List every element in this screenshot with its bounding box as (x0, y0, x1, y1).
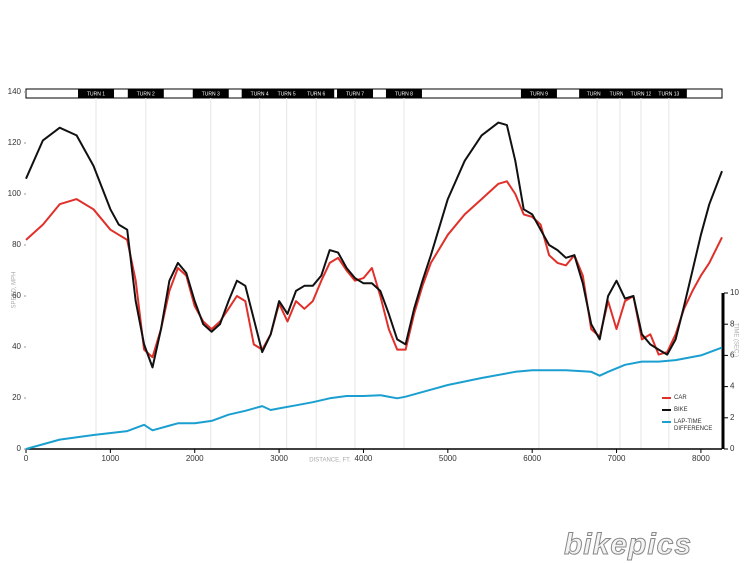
x-tick-label: 3000 (270, 454, 288, 463)
turn-label: TURN 12 (631, 91, 652, 97)
x-tick-label: 2000 (186, 454, 204, 463)
turn-box (337, 89, 374, 98)
turn-label: TURN 10 (587, 91, 608, 97)
line-series (25, 121, 723, 369)
turn-box (78, 89, 115, 98)
y-tick-label: 100 (8, 189, 22, 198)
legend-label: LAP-TIME DIFFERENCE (674, 418, 713, 432)
turn-box (241, 89, 278, 98)
turn-box (520, 89, 557, 98)
turn-label: TURN 13 (658, 91, 679, 97)
x-axis-label: DISTANCE, FT. (309, 458, 351, 464)
turn-label: TURN 11 (610, 91, 631, 97)
y-tick-label: 0 (17, 444, 22, 453)
x-tick-label: 8000 (692, 454, 710, 463)
turn-label: TURN 4 (251, 91, 269, 97)
turn-label: TURN 6 (307, 91, 325, 97)
y-axis-label: SPEED, MPH (12, 271, 18, 308)
x-tick-label: 1000 (101, 454, 119, 463)
x-tick-label: 4000 (355, 454, 373, 463)
turn-box (268, 89, 305, 98)
legend-label: BIKE (674, 406, 688, 413)
legend-label: CAR (674, 394, 687, 401)
y2-tick-label: 0 (730, 444, 735, 453)
y2-tick-label: 10 (730, 288, 739, 297)
y2-tick-label: 2 (730, 413, 735, 422)
turn-label: TURN 8 (395, 91, 413, 97)
turn-box (601, 89, 638, 98)
turn-label: TURN 5 (278, 91, 296, 97)
turn-label: TURN 3 (202, 91, 220, 97)
turn-label: TURN 2 (137, 91, 155, 97)
y-tick-label: 80 (12, 240, 21, 249)
turn-box (579, 89, 616, 98)
turn-label: TURN 9 (530, 91, 548, 97)
y2-axis-label: TIME (SEC.) (732, 323, 738, 357)
watermark: bikepics (564, 528, 692, 561)
turn-bar (25, 88, 723, 99)
y2-tick-label: 4 (730, 382, 735, 391)
line-series (25, 346, 723, 450)
turn-box (192, 89, 229, 98)
y2-tick-label: 8 (730, 319, 735, 328)
x-tick-label: 7000 (608, 454, 626, 463)
line-series (25, 180, 723, 359)
turn-label: TURN 7 (346, 91, 364, 97)
y2-tick-label: 6 (730, 351, 735, 360)
y-tick-label: 60 (12, 291, 21, 300)
turn-box (298, 89, 335, 98)
turn-box (127, 89, 164, 98)
x-tick-label: 6000 (523, 454, 541, 463)
y-tick-label: 140 (8, 87, 22, 96)
turn-box (385, 89, 422, 98)
y-tick-label: 120 (8, 138, 22, 147)
turn-label: TURN 1 (87, 91, 105, 97)
x-tick-label: 0 (24, 454, 29, 463)
turn-box (623, 89, 660, 98)
y-tick-label: 20 (12, 393, 21, 402)
y-tick-label: 40 (12, 342, 21, 351)
turn-box (650, 89, 687, 98)
x-tick-label: 5000 (439, 454, 457, 463)
